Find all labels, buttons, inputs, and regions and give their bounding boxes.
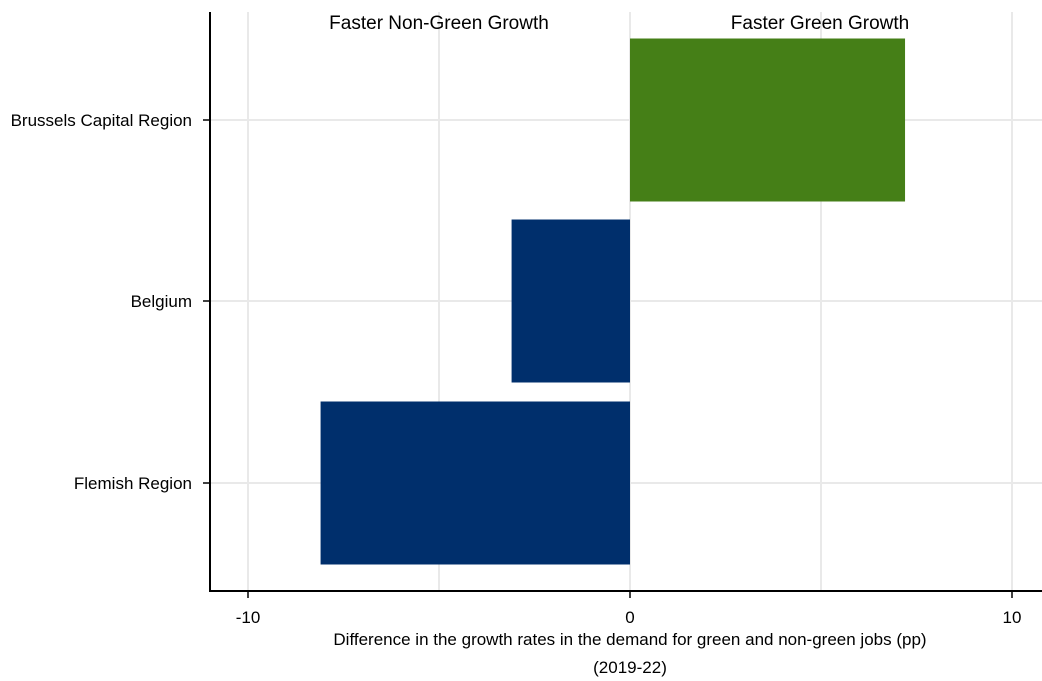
x-tick-label: -10 xyxy=(236,608,261,627)
y-tick-label: Brussels Capital Region xyxy=(11,111,192,130)
y-tick-label: Flemish Region xyxy=(74,474,192,493)
y-tick-label: Belgium xyxy=(131,292,192,311)
x-ticks: -10 0 10 xyxy=(236,591,1022,627)
bar xyxy=(320,401,630,565)
bar xyxy=(511,219,630,383)
bars xyxy=(320,38,906,565)
annotation-left: Faster Non-Green Growth xyxy=(329,13,549,34)
annotation-right: Faster Green Growth xyxy=(731,13,909,34)
bar xyxy=(630,38,906,202)
x-tick-label: 0 xyxy=(625,608,634,627)
x-axis-sublabel: (2019-22) xyxy=(593,658,667,677)
x-axis-label: Difference in the growth rates in the de… xyxy=(333,630,926,649)
y-ticks: Brussels Capital Region Belgium Flemish Re… xyxy=(11,111,210,493)
x-tick-label: 10 xyxy=(1003,608,1022,627)
